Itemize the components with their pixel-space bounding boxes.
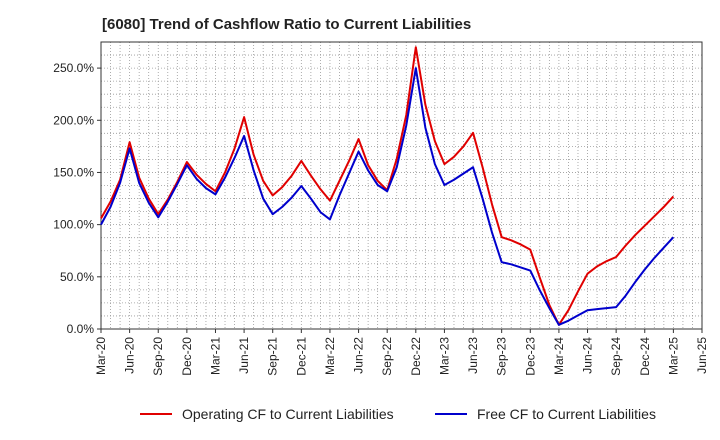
plot-border [100,41,703,330]
x-tick-label: Dec-21 [294,337,308,376]
x-tick-label: Sep-21 [266,337,280,376]
legend: Operating CF to Current Liabilities Free … [140,406,656,422]
y-tick-label: 100.0% [53,218,94,232]
series-line-free-cf [100,67,675,326]
legend-label: Operating CF to Current Liabilities [182,406,394,422]
x-tick-label: Jun-25 [695,337,709,374]
y-tick-label: 50.0% [60,270,94,284]
axes: 0.0% 50.0% 100.0% 150.0% 200.0% 250.0% Mar-20 J… [53,41,709,376]
x-tick-label: Sep-23 [495,337,509,376]
x-tick-label: Jun-24 [581,337,595,374]
chart-title: [6080] Trend of Cashflow Ratio to Curren… [102,16,472,33]
x-tick-label: Dec-20 [180,337,194,376]
series-lines [100,46,675,326]
x-tick-label: Mar-22 [323,337,337,375]
x-tick-label: Mar-23 [437,337,451,375]
x-tick-label: Dec-22 [409,337,423,376]
x-tick-label: Dec-23 [523,337,537,376]
x-tick-label: Jun-22 [352,337,366,374]
grid [100,41,703,330]
y-tick-label: 0.0% [67,322,95,336]
x-tick-label: Sep-22 [380,337,394,376]
legend-label: Free CF to Current Liabilities [477,406,656,422]
x-tick-label: Jun-21 [237,337,251,374]
y-tick-label: 150.0% [53,165,94,179]
x-tick-label: Sep-20 [151,337,165,376]
y-tick-label: 250.0% [53,61,94,75]
x-tick-label: Mar-20 [94,337,108,375]
x-tick-label: Mar-21 [208,337,222,375]
x-tick-label: Jun-20 [123,337,137,374]
x-tick-label: Mar-24 [552,337,566,375]
x-tick-label: Sep-24 [609,337,623,376]
x-tick-label: Mar-25 [666,337,680,375]
x-tick-label: Jun-23 [466,337,480,374]
y-tick-label: 200.0% [53,113,94,127]
x-tick-label: Dec-24 [638,337,652,376]
